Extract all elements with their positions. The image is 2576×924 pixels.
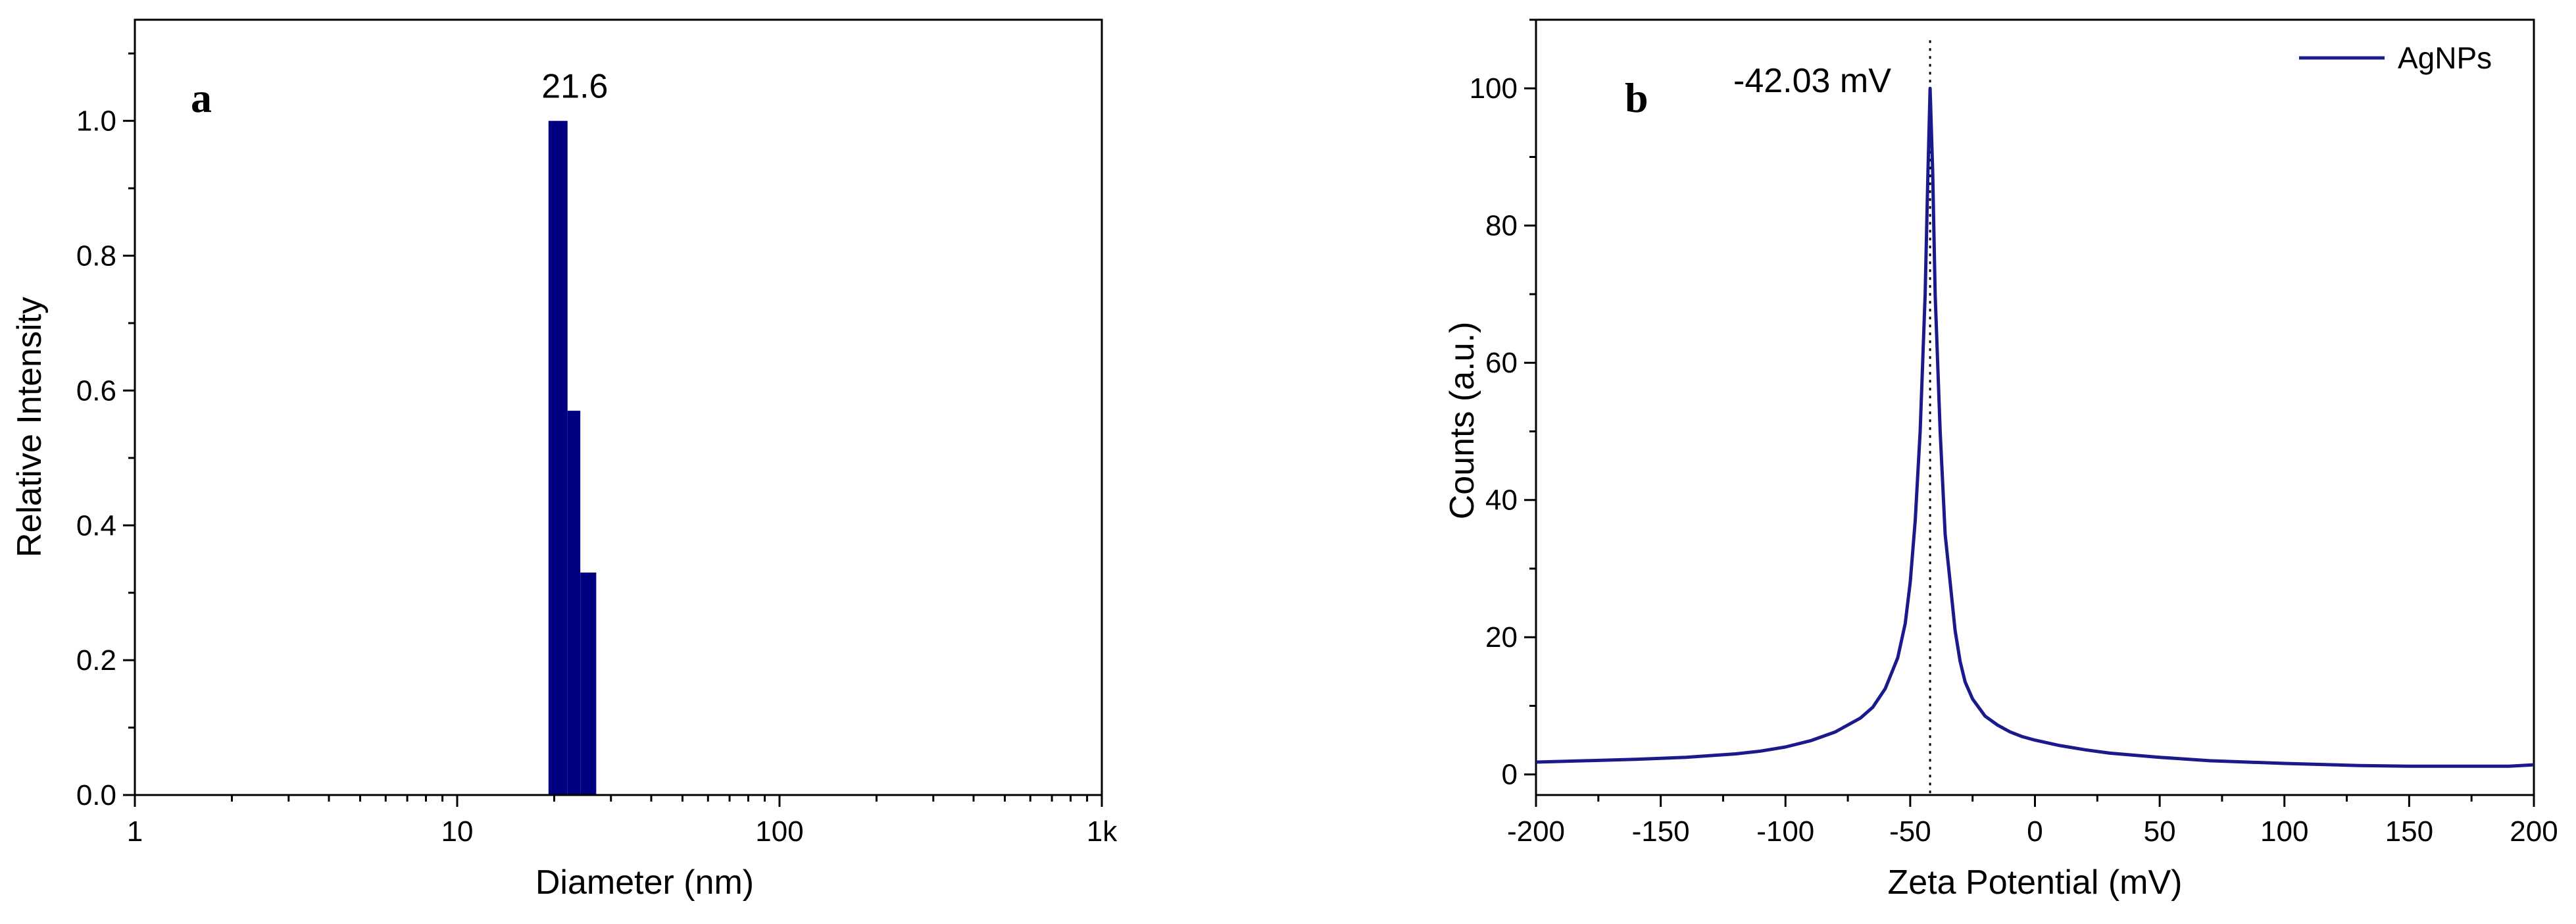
y-tick-label: 0.2 [76, 644, 116, 677]
peak-label: 21.6 [541, 68, 608, 106]
x-tick-label: 50 [2144, 815, 2176, 848]
y-tick-label: 20 [1485, 621, 1518, 654]
x-tick-label: 100 [755, 815, 803, 848]
series-line-agnps [1535, 86, 2535, 768]
x-tick-label: 10 [441, 815, 474, 848]
x-tick-label: 100 [2260, 815, 2308, 848]
x-tick-label: 1 [127, 815, 143, 848]
y-tick-label: 0 [1502, 759, 1518, 791]
panel-label-a: a [191, 74, 212, 121]
x-tick-label: 150 [2385, 815, 2433, 848]
x-tick-label: 1k [1087, 815, 1118, 848]
panel-label-b: b [1625, 74, 1648, 121]
panel-b: 0 20 40 60 80 100 -200 -150 -100 -50 0 50 100 150 200 Z… [1443, 18, 2558, 902]
y-axis-title: Relative Intensity [11, 297, 49, 557]
x-tick-label: -50 [1889, 815, 1931, 848]
y-tick-label: 60 [1485, 347, 1518, 379]
peak-annotation: -42.03 mV [1733, 62, 1891, 100]
y-tick-label: 0.8 [76, 240, 116, 272]
y-tick-label: 40 [1485, 484, 1518, 517]
y-tick-label: 0.0 [76, 779, 116, 811]
size-bar [567, 411, 581, 795]
legend-label-agnps: AgNPs [2398, 41, 2492, 75]
y-tick-label: 80 [1485, 210, 1518, 242]
y-axis-title: Counts (a.u.) [1443, 322, 1481, 520]
x-tick-label: -200 [1507, 815, 1565, 848]
x-tick-label: 0 [2027, 815, 2043, 848]
x-tick-label: -100 [1756, 815, 1814, 848]
y-tick-label: 0.4 [76, 509, 116, 542]
y-tick-label: 0.6 [76, 374, 116, 407]
panel-a: 0.0 0.2 0.4 0.6 0.8 1.0 1 10 100 1k Diameter (nm) R… [11, 18, 1118, 902]
y-tick-label: 1.0 [76, 105, 116, 138]
x-axis-title: Zeta Potential (mV) [1888, 863, 2183, 902]
y-tick-label: 100 [1470, 72, 1518, 105]
size-bar [548, 120, 568, 795]
plot-frame-a [134, 18, 1103, 796]
x-axis-title: Diameter (nm) [535, 863, 754, 902]
plot-frame-b [1535, 18, 2535, 796]
x-tick-label: 200 [2510, 815, 2558, 848]
x-tick-label: -150 [1632, 815, 1690, 848]
size-bar [580, 572, 597, 795]
